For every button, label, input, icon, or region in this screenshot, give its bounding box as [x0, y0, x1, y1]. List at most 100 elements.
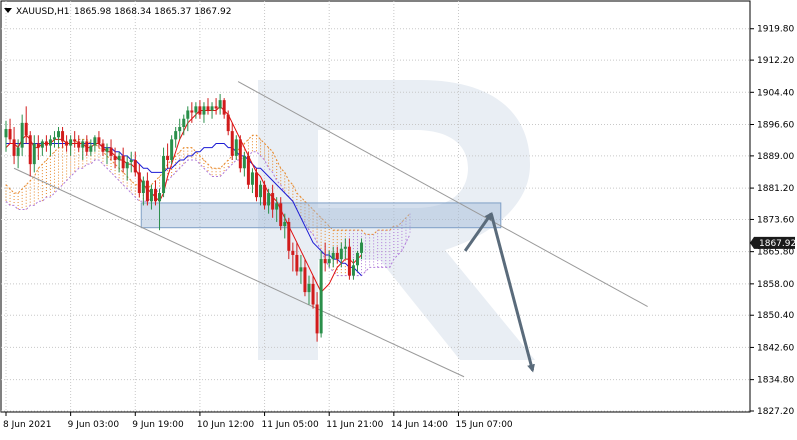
x-tick-label: 9 Jun 03:00: [68, 420, 120, 430]
candle: [335, 246, 339, 264]
y-tick-label: 1834.80: [757, 376, 794, 386]
candle-body: [206, 106, 210, 111]
candle: [271, 184, 275, 218]
candle: [267, 188, 271, 214]
candle-body: [89, 145, 93, 152]
candle: [319, 250, 323, 338]
candle-body: [275, 203, 279, 210]
y-tick-label: 1896.60: [757, 121, 794, 131]
y-tick-label: 1842.60: [757, 343, 794, 353]
candle: [158, 188, 162, 231]
y-tick-label: 1858.00: [757, 280, 794, 290]
x-tick-label: 14 Jun 14:00: [391, 420, 448, 430]
candle: [206, 98, 210, 115]
trend-channel: [13, 81, 648, 378]
price-tag-label: 1867.92: [759, 239, 796, 249]
candle: [299, 254, 303, 284]
x-tick-label: 11 Jun 21:00: [326, 420, 383, 430]
candle: [4, 120, 8, 152]
candle-body: [170, 139, 174, 161]
candle: [69, 135, 73, 156]
candle-body: [73, 139, 77, 142]
x-tick-label: 10 Jun 12:00: [197, 420, 254, 430]
candle-body: [343, 246, 347, 249]
y-tick-label: 1850.40: [757, 311, 794, 321]
candle-body: [347, 246, 351, 276]
candle: [125, 155, 129, 181]
candle-body: [291, 250, 295, 255]
candle: [32, 135, 36, 173]
x-tick-label: 11 Jun 05:00: [262, 420, 319, 430]
candle-body: [335, 252, 339, 260]
candle: [303, 259, 307, 297]
candle: [198, 100, 202, 119]
candle-body: [299, 267, 303, 272]
candle-body: [16, 147, 20, 156]
support-resistance-zone: [140, 202, 502, 229]
candle: [28, 131, 32, 177]
x-tick-label: 9 Jun 19:00: [132, 420, 184, 430]
candle: [311, 275, 315, 309]
forecast-arrows: [463, 212, 535, 373]
candle-body: [327, 259, 331, 264]
candle: [315, 292, 319, 342]
candle: [113, 147, 117, 169]
plot-area: [0, 0, 751, 413]
candle-body: [194, 106, 198, 113]
candle-body: [295, 254, 299, 272]
y-tick-label: 1912.20: [757, 56, 794, 66]
candle: [117, 151, 121, 173]
candle: [101, 139, 105, 156]
candle-body: [319, 259, 323, 334]
candle: [355, 250, 359, 272]
candle: [93, 135, 97, 152]
candle-body: [230, 131, 234, 156]
candle: [105, 143, 109, 165]
candle: [307, 275, 311, 305]
candle-body: [65, 141, 69, 146]
candle-body: [283, 221, 287, 227]
candle-body: [315, 304, 319, 334]
candle-body: [238, 139, 242, 169]
y-tick-label: 1904.40: [757, 88, 794, 98]
candle: [174, 126, 178, 148]
x-tick-label: 8 Jun 2021: [3, 420, 51, 430]
candle: [8, 118, 12, 144]
candle: [351, 259, 355, 280]
candle: [263, 180, 267, 210]
candle-body: [36, 143, 40, 148]
candle-body: [355, 252, 359, 266]
watermark-logo: [258, 80, 535, 360]
candle-body: [97, 137, 101, 144]
candle-body: [303, 267, 307, 293]
candle: [16, 139, 20, 169]
candle-body: [149, 188, 153, 202]
candle: [77, 135, 81, 152]
candle: [222, 98, 226, 119]
candle: [254, 168, 258, 202]
candle: [12, 126, 16, 165]
candle-body: [20, 122, 24, 148]
candle-body: [246, 155, 250, 185]
forecast-arrow-down: [489, 213, 535, 373]
candle: [339, 242, 343, 268]
candle-body: [198, 106, 202, 115]
grid: [1, 1, 750, 412]
candle-body: [214, 106, 218, 109]
candle-body: [52, 137, 56, 140]
candle: [343, 238, 347, 260]
candle: [291, 242, 295, 272]
ichimoku-cloud: [5, 134, 411, 277]
symbol-dropdown-icon[interactable]: [4, 8, 12, 13]
candle: [347, 238, 351, 280]
candle: [234, 135, 238, 161]
candle: [20, 114, 24, 156]
candle: [194, 102, 198, 119]
candle: [186, 106, 190, 132]
candle: [182, 114, 186, 136]
candle: [153, 180, 157, 206]
candle: [162, 147, 166, 198]
candle: [283, 213, 287, 239]
candle-body: [218, 100, 222, 109]
